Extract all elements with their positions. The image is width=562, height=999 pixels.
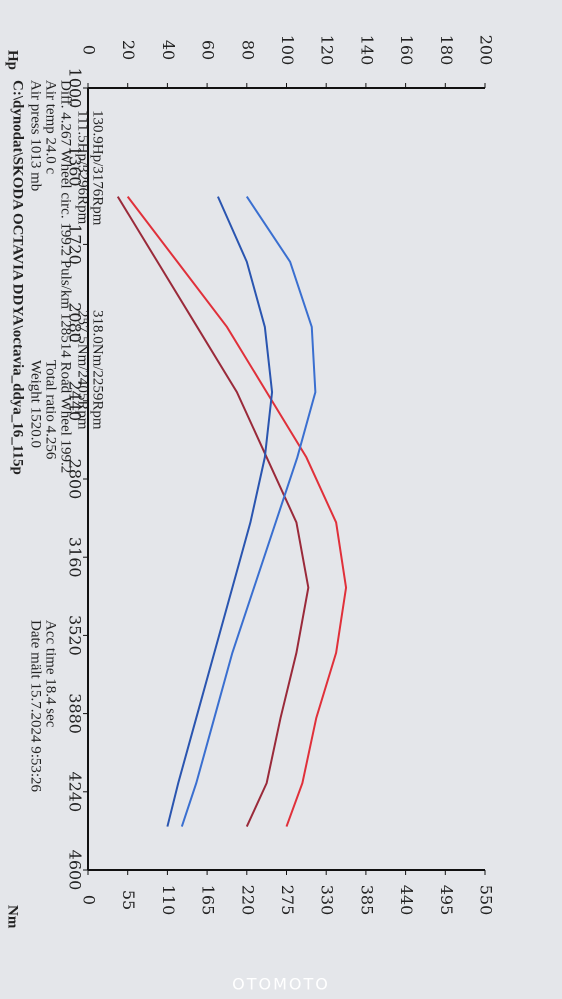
header-text: Weight 1520.0 — [28, 360, 44, 448]
y2-tick-label: 0 — [80, 895, 99, 905]
y2-tick-label: 330 — [318, 885, 337, 916]
x-tick-label: 4600 — [66, 850, 85, 891]
y-tick-label: 80 — [238, 40, 257, 60]
y2-tick-label: 385 — [357, 885, 376, 916]
rotated-chart: C:\dynodat\SKODA OCTAVIA DDYA\octavia_dd… — [5, 35, 496, 929]
y-axis-label: Hp — [5, 50, 21, 70]
y-tick-label: 140 — [357, 35, 376, 66]
legend-label: 130.9Hp/3176Rpm — [90, 110, 106, 226]
y2-tick-label: 550 — [477, 885, 496, 916]
y-tick-label: 180 — [437, 35, 456, 66]
x-tick-label: 2080 — [66, 302, 85, 343]
series-line — [166, 196, 274, 827]
header-text: Date mält 15.7.2024 9:53:26 — [28, 620, 44, 793]
y-tick-label: 20 — [119, 40, 138, 60]
y-tick-label: 120 — [318, 35, 337, 66]
y2-tick-label: 110 — [159, 885, 178, 916]
y-tick-label: 60 — [199, 40, 218, 60]
legend-label: 111.5Hp/3296Rpm — [75, 110, 91, 225]
chart-title: C:\dynodat\SKODA OCTAVIA DDYA\octavia_dd… — [10, 80, 26, 475]
y2-tick-label: 55 — [119, 890, 138, 910]
x-tick-label: 2800 — [66, 459, 85, 500]
y2-tick-label: 495 — [437, 885, 456, 916]
x-tick-label: 3880 — [66, 693, 85, 734]
header-text: Acc time 18.4 sec — [43, 620, 59, 728]
header-text: Air press 1013 mb — [28, 80, 44, 191]
legend-label: 318.0Nm/2259Rpm — [90, 310, 106, 430]
y2-tick-label: 275 — [278, 885, 297, 916]
y2-tick-label: 165 — [199, 885, 218, 916]
y-tick-label: 200 — [477, 35, 496, 66]
header-text: Air temp 24.0 c — [43, 80, 59, 174]
x-tick-label: 1000 — [66, 68, 85, 109]
y-tick-label: 100 — [278, 35, 297, 66]
x-tick-label: 3520 — [66, 615, 85, 656]
y-tick-label: 40 — [159, 40, 178, 60]
x-tick-label: 4240 — [66, 771, 85, 812]
y2-axis-label: Nm — [5, 905, 21, 929]
y-tick-label: 0 — [80, 45, 99, 55]
series-line — [126, 196, 348, 827]
y-tick-label: 160 — [397, 35, 416, 66]
x-tick-label: 1360 — [66, 146, 85, 187]
series-line — [180, 196, 317, 827]
y2-tick-label: 440 — [397, 885, 416, 916]
legend-label: 257.5Nm/2405Rpm — [75, 310, 91, 430]
y2-tick-label: 220 — [238, 885, 257, 916]
watermark: OTOMOTO — [232, 975, 330, 994]
header-text: Diff. 4.267 Wheel circ. 199.2 Puls/km 12… — [58, 80, 74, 473]
x-tick-label: 1720 — [66, 224, 85, 265]
series-line — [116, 196, 310, 827]
x-tick-label: 3160 — [66, 537, 85, 578]
header-text: Total ratio 4.256 — [43, 360, 59, 460]
x-tick-label: 2440 — [66, 380, 85, 421]
